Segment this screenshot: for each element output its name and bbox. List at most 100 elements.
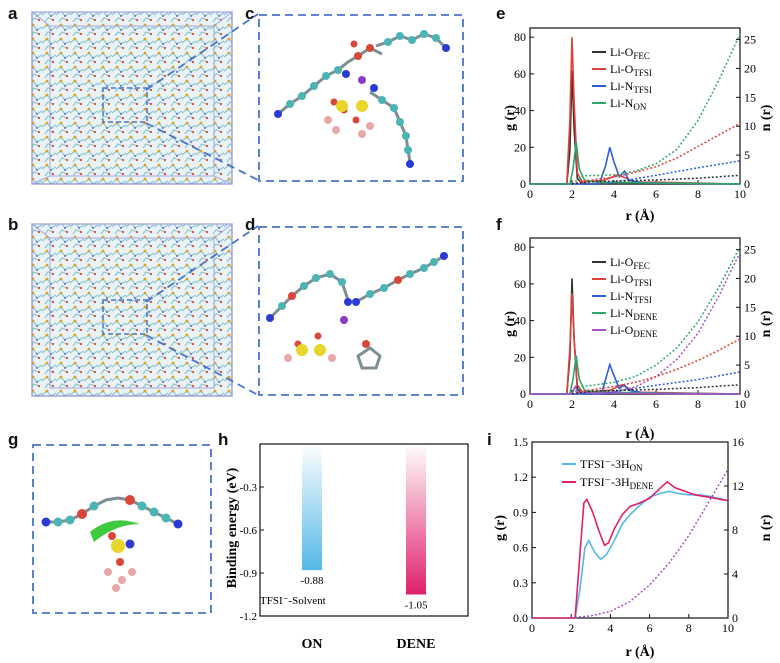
panel-label-g: g [8,430,19,449]
y-tick-label: 0.6 [513,541,528,555]
chart-f-ylabel: g (r) [503,311,518,337]
y-tick-label: 0.9 [513,505,528,519]
legend-entry: TFSI⁻-3HDENE [580,475,654,491]
chart-f-xlabel: r (Å) [626,426,655,442]
y2-tick-label: 25 [744,243,756,257]
y2-tick-label: 10 [744,329,756,343]
legend-entry: Li-OTFSI [610,62,652,78]
y-tick-label: -1.2 [240,611,257,623]
series-line-7 [571,338,741,395]
y-tick-label: 1.5 [513,436,528,449]
series-line-8 [603,371,741,395]
bar-value-label: -0.88 [301,575,324,587]
y-tick-label: 40 [514,314,526,328]
panel-label-d: d [245,215,256,234]
x-tick-label: 8 [695,187,701,201]
y-tick-label: 0.3 [513,576,528,590]
y-tick-label: 40 [514,104,526,118]
x-tick-label: 2 [569,397,575,411]
y2-tick-label: 8 [732,523,738,537]
chart-h-annotation: TFSI⁻-Solvent [260,595,326,607]
rdf-chart-e: g (r) n (r) r (Å) 0 2 4 6 8 10020406080051015… [503,27,774,224]
chart-e-xlabel: r (Å) [626,208,655,224]
y2-tick-label: 25 [744,33,756,47]
simulation-box-b [30,223,234,397]
chart-e-y2label: n (r) [759,104,774,131]
legend-entry: Li-NON [610,96,647,112]
y-tick-label: 0 [520,387,526,401]
series-line-3 [530,355,741,395]
series-line-1 [532,480,729,619]
panel-label-e: e [496,4,506,23]
panel-label-h: h [218,430,229,449]
series-line-0 [532,490,729,619]
y-tick-label: 0 [520,177,526,191]
category-label: DENE [397,637,436,652]
series-line-1 [530,293,741,395]
bar-on [302,444,322,571]
y2-tick-label: 20 [744,271,756,285]
series-line-4 [530,384,741,395]
series-line-9 [571,384,741,395]
chart-h-ylabel: Binding energy (eV) [225,467,240,588]
y-tick-label: 80 [514,30,526,44]
series-line-4 [571,33,741,185]
y-tick-label: 1.2 [513,470,528,484]
simulation-box-a [30,11,234,185]
y2-tick-label: 20 [744,61,756,75]
legend-entry: Li-NTFSI [610,79,652,95]
x-tick-label: 10 [722,621,734,635]
panel-label-f: f [496,215,502,234]
x-tick-label: 6 [653,397,659,411]
x-tick-label: 2 [568,621,574,635]
y-tick-label: 80 [514,240,526,254]
panel-label-i: i [487,430,492,449]
x-tick-label: 0 [529,621,535,635]
binding-energy-chart-h: Binding energy (eV) TFSI⁻-Solvent -0.3 -0… [225,443,469,652]
series-line-6 [603,160,741,185]
rdf-chart-i: g (r) n (r) r (Å) 0 2 4 6 8 10 0.0 0.3 0.6 0.9 1.2… [493,436,774,660]
series-line-3 [530,141,741,185]
legend-entry: Li-OFEC [610,45,650,61]
series-line-2 [571,469,729,619]
x-tick-label: 10 [734,187,746,201]
x-tick-label: 0 [527,397,533,411]
legend-entry: Li-OFEC [610,255,650,271]
x-tick-label: 10 [734,397,746,411]
solvation-structure-d [258,226,464,396]
y-tick-label: -0.6 [240,525,258,537]
y-tick-label: -0.9 [240,568,258,580]
series-line-2 [530,362,741,395]
series-line-2 [530,147,741,185]
y2-tick-label: 4 [732,567,738,581]
y2-tick-label: 15 [744,300,756,314]
panel-label-b: b [8,215,19,234]
y2-tick-label: 15 [744,90,756,104]
x-tick-label: 0 [527,187,533,201]
y-tick-label: 0.0 [513,611,528,625]
x-tick-label: 4 [607,621,613,635]
x-tick-label: 2 [569,187,575,201]
y2-tick-label: 16 [732,436,744,449]
y-tick-label: 20 [514,140,526,154]
x-tick-label: 8 [695,397,701,411]
x-tick-label: 8 [686,621,692,635]
y-tick-label: 20 [514,350,526,364]
y2-tick-label: 0 [732,611,738,625]
chart-i-ylabel: g (r) [493,515,508,541]
series-line-5 [571,122,741,185]
x-tick-label: 4 [611,187,617,201]
category-label: ON [302,637,323,652]
x-tick-label: 6 [647,621,653,635]
y2-tick-label: 10 [744,119,756,133]
y-tick-label: -0.3 [240,482,258,494]
y2-tick-label: 0 [744,387,750,401]
y2-tick-label: 0 [744,177,750,191]
bar-value-label: -1.05 [405,600,428,612]
plot-frame [259,443,469,617]
chart-f-y2label: n (r) [759,310,774,337]
series-line-7 [571,174,741,185]
panel-label-c: c [245,4,255,23]
y2-tick-label: 12 [732,479,744,493]
